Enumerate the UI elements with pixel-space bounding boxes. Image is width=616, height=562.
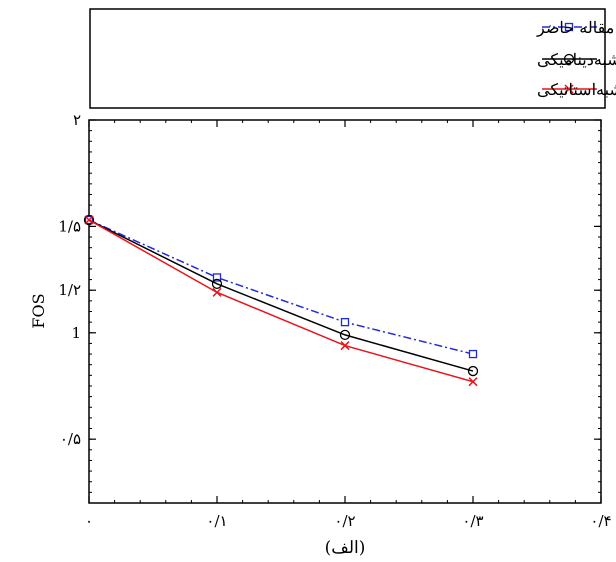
x-axis-label: (الف) [325,538,366,558]
data-point [211,278,223,289]
plot-frame [88,119,602,504]
y-axis-label: FOS [29,293,48,328]
x-tick-label: ۰/۲ [334,512,355,530]
data-point [339,329,351,341]
y-tick-label: 1 [71,324,81,342]
x-tick-label: ۰/۴ [590,512,611,530]
series-3 [84,215,478,387]
x-tick-label: ۰/۳ [462,512,483,530]
series-line-1 [88,219,474,355]
x-tick-label: ۰/۱ [206,512,227,530]
y-tick-label: ۲ [73,111,81,129]
axes: ۰ ۰/۱ ۰/۲ ۰/۳ ۰/۴ ۰/۵ 1 1/۲ 1/۵ ۲ [58,111,611,530]
data-point [212,287,222,297]
data-point [468,349,478,359]
x-tick-label: ۰ [85,512,93,530]
data-point [340,341,350,351]
y-tick-label: 1/۲ [58,281,81,299]
data-point [468,377,478,387]
data-point [212,273,222,282]
y-tick-label: 1/۵ [58,217,81,235]
y-tick-label: ۰/۵ [60,430,81,448]
data-point [340,317,350,327]
legend-label: مقاله حاضر [536,18,614,37]
data-point [467,365,479,377]
legend-label: مطالعه سارنگی و گوش [۱۵] با روش شبه‌دینا… [537,50,616,69]
legend-label: مطالعه سارنگی و گوش [۱۵] با روش شبه‌استا… [537,80,616,99]
legend-box [89,8,606,109]
series-1 [84,215,478,359]
legend-swatch-marker [564,22,574,32]
legend-swatch-marker [563,53,575,65]
series-line-2 [88,219,474,372]
legend: مقاله حاضر مطالعه سارنگی و گوش [۱۵] با رو… [89,8,616,109]
series-layer [83,214,479,387]
series-line-3 [88,219,474,383]
data-point [84,215,94,225]
data-point [83,214,95,226]
legend-swatch-marker [564,84,574,94]
series-2 [83,214,479,377]
